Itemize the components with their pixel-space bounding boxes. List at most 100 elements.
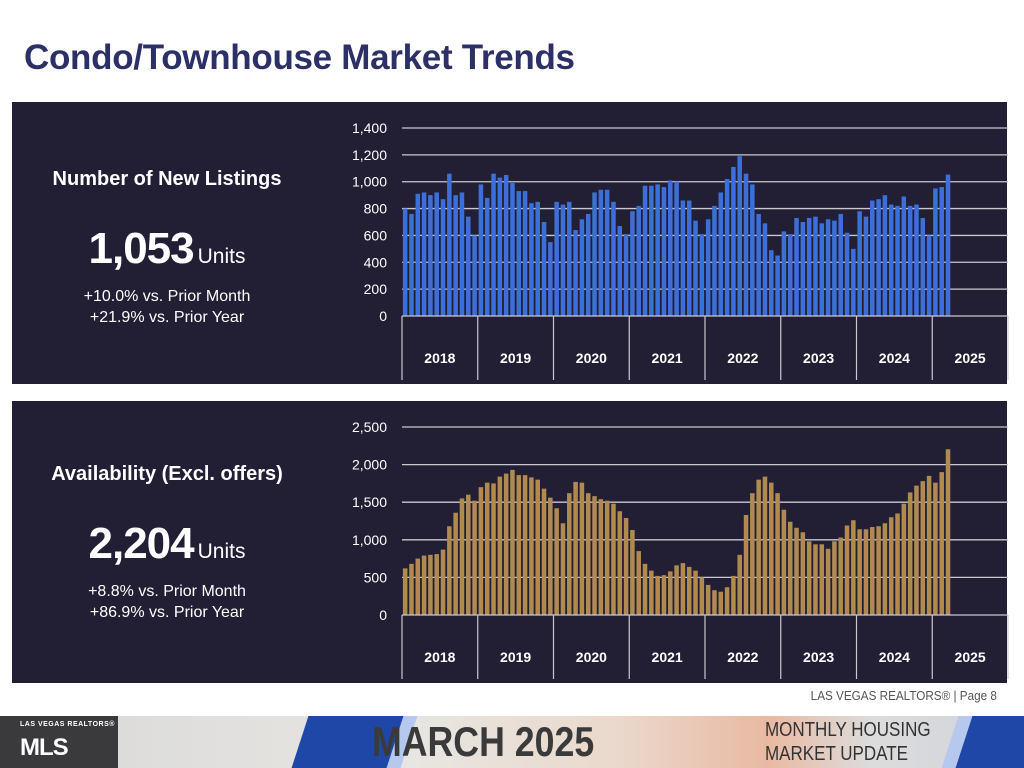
bar (882, 523, 888, 615)
bar (712, 205, 717, 316)
y-tick-label: 1,400 (352, 120, 387, 136)
bar (649, 185, 654, 316)
bar (598, 499, 604, 615)
bar (743, 514, 749, 615)
bar (907, 205, 913, 316)
bar (939, 472, 944, 615)
bar (453, 195, 458, 316)
bar (750, 184, 755, 316)
x-tick-label: 2022 (727, 649, 758, 665)
banner-title: MARCH 2025 (372, 718, 595, 765)
bar (888, 204, 894, 316)
bar (680, 563, 686, 615)
bar (478, 487, 484, 615)
bar (680, 200, 686, 316)
bar (933, 482, 938, 615)
x-tick-label: 2021 (652, 350, 683, 366)
bar (491, 173, 496, 316)
bar (434, 554, 439, 615)
bar (901, 196, 907, 316)
y-tick-label: 0 (379, 308, 387, 324)
bar (459, 192, 465, 316)
bar (623, 517, 629, 615)
bar (907, 492, 913, 615)
bar (529, 203, 534, 316)
bar (642, 185, 648, 316)
availability-vs-month: +8.8% vs. Prior Month (88, 583, 246, 600)
bar (914, 204, 919, 316)
bar (440, 199, 446, 316)
bar (642, 563, 648, 615)
availability-chart: 0 500 1,000 1,500 2,000 2,500 2018 2019 2020 2021… (352, 419, 1009, 679)
bar (585, 213, 591, 316)
bar (497, 177, 503, 316)
bar (554, 201, 559, 316)
bar (466, 494, 471, 615)
bar (503, 473, 509, 615)
bar (781, 231, 787, 316)
bar (478, 184, 484, 316)
x-tick-label: 2019 (500, 350, 531, 366)
bar (718, 192, 724, 316)
bar (743, 173, 749, 316)
bar (466, 216, 471, 316)
bar (604, 500, 610, 615)
page-title: Condo/Townhouse Market Trends (24, 38, 575, 77)
bar (567, 201, 572, 316)
bar (737, 554, 742, 615)
bar (472, 500, 477, 615)
y-tick-label: 1,200 (352, 147, 387, 163)
bar (863, 216, 869, 316)
bar (548, 242, 553, 316)
bar (844, 525, 850, 615)
bar (794, 527, 799, 615)
bar (560, 523, 566, 615)
bar (598, 189, 604, 316)
bar (668, 180, 673, 316)
bar (819, 223, 825, 316)
bar (535, 201, 540, 316)
bar (560, 204, 566, 316)
bar (825, 548, 831, 615)
bar (876, 199, 881, 316)
bar (484, 482, 490, 615)
bar (661, 575, 667, 615)
bar (529, 477, 534, 615)
bar (617, 226, 623, 316)
x-tick-label: 2021 (652, 649, 683, 665)
bar (522, 191, 528, 316)
bar (693, 220, 698, 316)
y-tick-label: 2,500 (352, 419, 387, 435)
bar (870, 527, 875, 615)
bar (806, 217, 812, 316)
bar (863, 529, 869, 615)
bar (813, 216, 818, 316)
y-tick-label: 0 (379, 607, 387, 623)
banner-subtitle-line2: MARKET UPDATE (765, 743, 908, 765)
availability-summary: Availability (Excl. offers) 2,204 Units +… (12, 461, 322, 623)
banner-subtitle-line1: MONTHLY HOUSING (765, 719, 931, 741)
logo-top-text: LAS VEGAS REALTORS® (20, 721, 115, 728)
bar (762, 476, 768, 615)
bar (402, 208, 408, 316)
bar (857, 211, 862, 316)
bar (731, 575, 736, 615)
x-tick-label: 2018 (424, 649, 455, 665)
bar (548, 497, 553, 615)
bar (415, 193, 421, 316)
bar (781, 509, 787, 615)
bar (516, 191, 522, 316)
new-listings-chart: 0 200 400 600 800 1,000 1,200 1,400 2018 2019 2020… (352, 120, 1009, 380)
bar (857, 529, 862, 615)
bar (724, 587, 730, 615)
new-listings-value: 1,053 (88, 224, 195, 273)
new-listings-vs-month: +10.0% vs. Prior Month (83, 288, 251, 305)
bar (794, 217, 799, 316)
y-tick-label: 500 (364, 569, 388, 585)
bar (668, 571, 673, 615)
bar (901, 503, 907, 615)
bar (440, 549, 446, 615)
bar (617, 511, 623, 615)
bar (756, 213, 761, 316)
bar (756, 479, 761, 615)
